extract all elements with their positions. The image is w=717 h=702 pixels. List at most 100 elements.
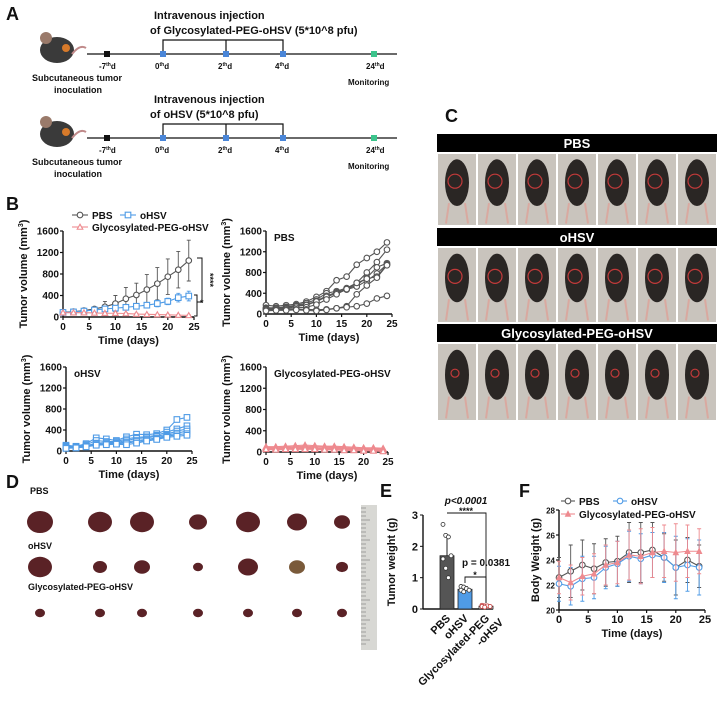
mouse-body	[485, 159, 509, 207]
chart-mean-tumor-volume: 0 400 800 1200 1600 0 5 10 15 20 25 Time (days) Tumo…	[18, 211, 215, 347]
day-num: -7	[99, 62, 107, 71]
mouse-body	[525, 159, 549, 207]
data-point-square	[92, 441, 100, 449]
monitoring-marker	[371, 135, 377, 141]
data-point-triangle	[291, 445, 300, 453]
mouse-legs	[605, 299, 629, 321]
data-point-square	[183, 431, 191, 439]
data-point-square	[185, 292, 193, 300]
day-unit: d	[111, 146, 116, 155]
p-value: p<0.0001	[444, 496, 488, 507]
mouse-tail	[71, 129, 87, 139]
mouse-photo	[438, 154, 476, 225]
mouse-legs	[525, 202, 549, 224]
y-label-sup: 3	[21, 358, 28, 362]
mouse-icon	[40, 32, 87, 63]
mouse-photo	[478, 248, 516, 322]
data-point-square	[122, 303, 130, 311]
mouse-photo	[638, 248, 676, 322]
y-axis-label: Tumor volume (mm3)	[221, 218, 233, 327]
y-tick-label: 1200	[40, 384, 63, 395]
data-point-triangle	[101, 309, 109, 317]
tumor-circle	[530, 368, 540, 378]
chart-ohsv-individual: 0 400 800 1200 1600 0 5 10 15 20 25 Time (days) Tumo…	[21, 354, 198, 481]
day-num: 0	[155, 62, 160, 71]
mouse-legs	[485, 396, 509, 419]
mouse-body	[565, 349, 589, 400]
data-point-circle	[323, 296, 330, 303]
data-point-triangle	[132, 310, 141, 317]
y-tick-label: 26	[546, 532, 555, 541]
data-point-circle	[616, 497, 624, 505]
mouse-tumor	[62, 128, 70, 136]
data-point-triangle	[76, 223, 84, 230]
y-tick-label: 400	[42, 291, 59, 302]
data-point-square	[164, 298, 172, 305]
data-point-square	[124, 211, 132, 219]
y-tick-label: 1200	[240, 384, 263, 395]
y-tick-label: 1600	[37, 227, 60, 238]
mouse-legs	[565, 396, 589, 419]
group-header-label: Glycosylated-PEG-oHSV	[501, 326, 653, 341]
panel-label-c: C	[445, 106, 458, 126]
data-point-circle	[383, 239, 391, 246]
tumor-circle	[567, 173, 583, 189]
day-label: 24thd	[366, 62, 385, 71]
panel-b-tumor-growth: 0 400 800 1200 1600 0 5 10 15 20 25 Time (days) Tumo…	[18, 211, 398, 482]
y-tick-label: 1600	[240, 227, 263, 238]
mouse-legs	[685, 299, 709, 321]
data-point-circle	[153, 280, 161, 288]
legend-label: Glycosylated-PEG-oHSV	[92, 223, 209, 234]
mouse-photo	[678, 344, 716, 420]
y-label-sup: 3	[221, 222, 228, 226]
data-point-square	[153, 300, 161, 307]
day-label: 4thd	[275, 146, 289, 155]
x-tick-label: 15	[334, 457, 346, 468]
photo-row-3: Glycosylated-PEG-oHSV	[437, 324, 717, 420]
legend-label: Glycosylated-PEG-oHSV	[579, 510, 696, 521]
day-label: 0thd	[155, 146, 169, 155]
mouse-ear	[40, 32, 52, 44]
data-point-star	[649, 548, 656, 556]
chart-glyco-individual: 0 400 800 1200 1600 0 5 10 15 20 25 Time (days) Tumo…	[221, 355, 394, 482]
mouse-legs	[565, 202, 589, 224]
legend: PBS oHSV Glycosylated-PEG-oHSV	[561, 497, 696, 521]
day-label: 2thd	[218, 62, 232, 71]
tumor-circle	[570, 368, 580, 378]
tumor-specimen	[334, 515, 350, 529]
mouse-body	[565, 253, 589, 303]
x-tick-label: 15	[136, 456, 148, 467]
panel-label-d: D	[6, 472, 19, 492]
data-point-triangle	[272, 445, 280, 453]
x-tick-label: 0	[556, 614, 562, 626]
x-tick-label: 20	[358, 457, 370, 468]
mouse-legs	[445, 299, 469, 321]
x-axis-label: Time (days)	[98, 335, 159, 347]
tumor-specimen	[289, 560, 305, 574]
data-point-circle	[164, 273, 172, 281]
y-axis-label: Tumor volume (mm3)	[18, 219, 30, 328]
data-point-circle	[363, 300, 371, 307]
data-point-circle	[76, 211, 84, 219]
data-point-star	[672, 548, 680, 556]
data-point-triangle	[320, 445, 329, 453]
panel-label-f: F	[519, 481, 530, 501]
x-tick-label: 10	[309, 457, 321, 468]
tumor-circle	[650, 368, 660, 378]
injection-marker	[280, 51, 286, 57]
group-header-label: PBS	[564, 136, 591, 151]
pbs-mouse-series	[262, 292, 391, 315]
inoculation-label-line1: Subcutaneous tumor	[32, 157, 123, 167]
data-point	[466, 587, 472, 593]
injection-marker	[280, 135, 286, 141]
monitoring-label: Monitoring	[348, 78, 389, 87]
x-tick-label: 25	[186, 456, 198, 467]
data-point-triangle	[111, 309, 120, 317]
data-point-star	[567, 578, 575, 586]
tumor-circle	[607, 173, 623, 189]
mouse-photo	[558, 154, 596, 225]
data-point-square	[72, 444, 80, 452]
body-weight-series	[555, 523, 703, 601]
data-point-circle	[272, 307, 280, 314]
